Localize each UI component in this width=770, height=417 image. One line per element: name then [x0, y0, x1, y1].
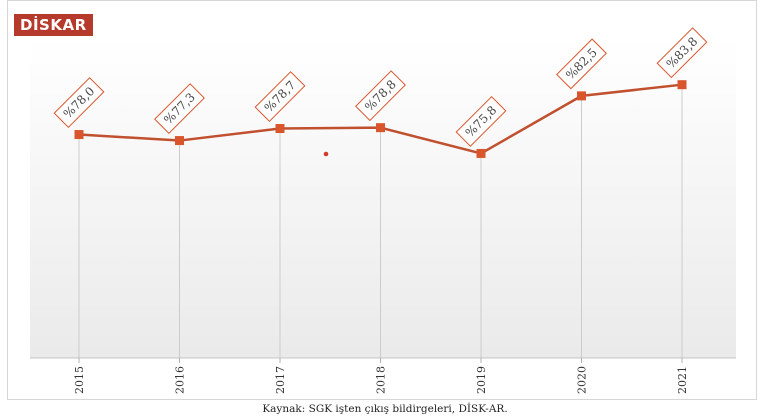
source-caption: Kaynak: SGK işten çıkış bildirgeleri, Dİ… — [262, 403, 508, 415]
line-chart: %78,0 %77,3 %78,7 %78,8%75,8%82,5 %83,8 2015… — [30, 27, 736, 394]
data-marker — [74, 130, 84, 140]
data-label-frame — [656, 27, 708, 79]
data-marker — [677, 80, 687, 90]
data-marker — [476, 148, 486, 158]
data-label-frame — [556, 38, 607, 90]
data-label-frame — [53, 77, 105, 128]
x-tick-label: 2018 — [375, 366, 388, 394]
data-label-box: %78,0 — [53, 77, 105, 128]
x-tick-label: 2019 — [475, 366, 488, 394]
stray-dot — [323, 151, 329, 157]
data-label-frame — [455, 95, 507, 147]
x-tick-label: 2016 — [174, 366, 187, 394]
data-label-frame — [254, 71, 306, 122]
data-label-frame — [355, 70, 406, 122]
data-marker — [175, 136, 184, 146]
diskar-logo: DİSKAR — [14, 14, 93, 36]
data-label-box: %82,5 — [556, 38, 607, 90]
data-label-frame — [154, 83, 205, 135]
x-tick-label: 2017 — [274, 366, 287, 394]
data-marker — [577, 91, 586, 101]
data-marker — [275, 124, 285, 134]
data-marker — [376, 123, 385, 133]
x-tick-label: 2015 — [73, 366, 86, 394]
x-tick-label: 2020 — [576, 366, 589, 394]
x-tick-label: 2021 — [676, 366, 689, 394]
